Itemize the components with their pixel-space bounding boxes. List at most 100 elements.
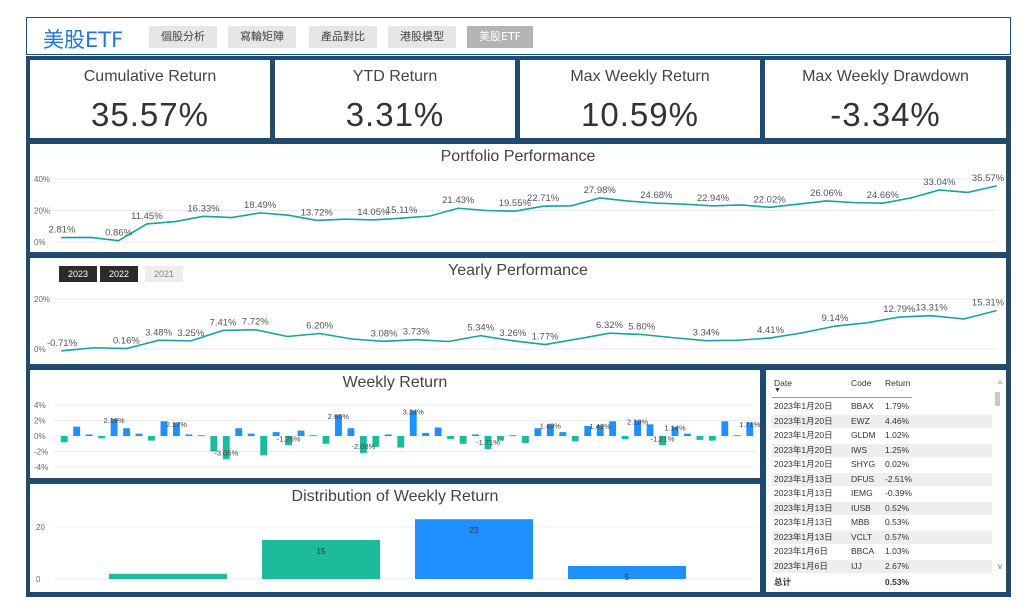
data-label: 3.25% bbox=[177, 328, 204, 339]
data-label: 5 bbox=[625, 573, 630, 582]
data-point bbox=[598, 197, 601, 199]
weekly-bar bbox=[397, 436, 405, 448]
date-cell: 2023年1月13日 bbox=[774, 517, 833, 527]
y-tick-label: 0% bbox=[34, 345, 46, 354]
data-label: 7.72% bbox=[242, 317, 269, 328]
table-row[interactable]: 2023年1月20日 EWZ 4.46% bbox=[772, 414, 992, 428]
sort-indicator-icon[interactable]: ▼ bbox=[774, 387, 781, 394]
tab-stock-analysis[interactable]: 個股分析 bbox=[149, 26, 217, 48]
weekly-bar bbox=[347, 428, 355, 436]
tab-us-etf[interactable]: 美股ETF bbox=[467, 26, 533, 48]
data-point bbox=[898, 316, 901, 318]
table-row[interactable]: 2023年1月13日 IUSB 0.52% bbox=[772, 501, 992, 515]
yearly-performance-chart: 20% 0%-0.71% 0.16% 3.48% 3.25% 7.41% 7.72% 6.20… bbox=[34, 295, 1005, 354]
date-cell: 2023年1月6日 bbox=[774, 560, 828, 571]
weekly-bar bbox=[721, 421, 729, 436]
data-label: 2.65% bbox=[328, 412, 350, 421]
data-label: 5.34% bbox=[467, 323, 494, 334]
data-label: 24.66% bbox=[867, 190, 900, 201]
data-label: 22.02% bbox=[753, 194, 786, 205]
data-label: -1.26% bbox=[277, 434, 301, 443]
data-point bbox=[372, 219, 375, 221]
data-point bbox=[146, 223, 148, 225]
data-point bbox=[125, 347, 128, 350]
code-cell: SHYG bbox=[851, 459, 876, 469]
kpi-max-weekly-return: Max Weekly Return 10.59% bbox=[520, 60, 760, 138]
weekly-bar bbox=[98, 436, 106, 439]
table-row[interactable]: 2023年1月13日 VCLT 0.57% bbox=[772, 530, 992, 544]
data-point bbox=[740, 204, 743, 206]
code-cell: VCLT bbox=[851, 531, 873, 542]
y-tick-label: 20% bbox=[34, 295, 50, 304]
return-table: Date Code Return ▼ 2023年1月20日 BBAX 1.79% 20… bbox=[766, 370, 1006, 592]
table-row[interactable]: 2023年1月13日 IEMG -0.39% bbox=[772, 487, 992, 500]
data-label: 11.45% bbox=[131, 211, 163, 222]
table-row[interactable]: 2023年1月20日 GLDM 1.02% bbox=[772, 429, 992, 442]
y-tick-label: 0% bbox=[34, 238, 46, 247]
scroll-up-icon[interactable]: ^ bbox=[998, 380, 1002, 389]
data-point bbox=[542, 205, 544, 208]
table-row[interactable]: 2023年1月6日 BBCA 1.03% bbox=[772, 545, 992, 558]
table-row[interactable]: 2023年1月13日 DFUS -2.51% bbox=[772, 472, 992, 486]
weekly-bar bbox=[247, 433, 255, 436]
tab-hk-model[interactable]: 港股模型 bbox=[388, 26, 456, 48]
y-tick-label: 4% bbox=[34, 401, 46, 410]
y-tick-label: 40% bbox=[34, 175, 50, 184]
weekly-return-chart: 4% 2% 0% -2% -4% 2.19% 2.17% -3.05% -1.26% 2.65% -… bbox=[34, 401, 760, 472]
column-header-date[interactable]: Date bbox=[774, 378, 792, 388]
data-label: 3.34% bbox=[693, 328, 720, 339]
weekly-bar bbox=[484, 436, 492, 450]
tab-product-compare[interactable]: 產品對比 bbox=[309, 26, 377, 48]
weekly-bar bbox=[696, 436, 704, 440]
table-row[interactable]: 2023年1月20日 IWS 1.25% bbox=[772, 443, 992, 457]
scrollbar-thumb[interactable] bbox=[995, 392, 1000, 406]
chart-title: Weekly Return bbox=[342, 374, 448, 391]
table-row[interactable]: 2023年1月20日 SHYG 0.02% bbox=[772, 458, 992, 471]
table-row[interactable]: 2023年1月13日 MBB 0.53% bbox=[772, 516, 992, 529]
data-label: 2.81% bbox=[49, 225, 76, 236]
data-label: 18.49% bbox=[244, 200, 277, 211]
date-cell: 2023年1月20日 bbox=[774, 415, 833, 426]
return-cell: 4.46% bbox=[885, 415, 910, 426]
data-point bbox=[683, 203, 686, 205]
data-label: 22.94% bbox=[697, 193, 730, 204]
weekly-bar bbox=[596, 425, 604, 436]
data-point bbox=[61, 349, 63, 352]
data-label: 4.41% bbox=[757, 325, 784, 336]
data-point bbox=[995, 309, 997, 312]
y-tick-label: -4% bbox=[34, 463, 48, 472]
data-point bbox=[881, 202, 884, 204]
data-label: 21.43% bbox=[442, 195, 475, 206]
column-header-code[interactable]: Code bbox=[851, 378, 872, 388]
weekly-bar bbox=[659, 436, 666, 446]
table-row[interactable]: 2023年1月6日 IJJ 2.67% bbox=[772, 559, 992, 573]
data-label: 16.33% bbox=[187, 203, 220, 214]
scroll-down-icon[interactable]: v bbox=[998, 562, 1002, 571]
weekly-bar bbox=[497, 436, 504, 441]
code-cell: DFUS bbox=[851, 473, 875, 484]
data-point bbox=[938, 189, 941, 191]
table-row[interactable]: 2023年1月20日 BBAX 1.79% bbox=[772, 400, 992, 413]
return-cell: 1.03% bbox=[885, 546, 910, 556]
series-line bbox=[61, 185, 997, 242]
y-tick-label: -2% bbox=[34, 448, 48, 457]
weekly-bar bbox=[85, 434, 93, 436]
data-point bbox=[485, 209, 488, 212]
year-button-2023[interactable]: 2023 bbox=[59, 266, 97, 282]
year-button-2021[interactable]: 2021 bbox=[145, 266, 183, 282]
date-cell: 2023年1月13日 bbox=[774, 502, 833, 513]
data-point bbox=[768, 206, 771, 209]
tab-matrix[interactable]: 寫輪矩陣 bbox=[228, 26, 296, 48]
kpi-value: 3.31% bbox=[345, 96, 445, 133]
data-point bbox=[61, 236, 63, 239]
return-cell: 1.25% bbox=[885, 444, 910, 455]
distribution-chart: 20 0 15 23 5 bbox=[36, 519, 756, 584]
code-cell: GLDM bbox=[851, 430, 876, 440]
weekly-bar bbox=[372, 436, 380, 447]
data-point bbox=[344, 218, 346, 220]
data-label: 1.14% bbox=[664, 424, 686, 433]
year-button-2022[interactable]: 2022 bbox=[100, 266, 138, 282]
weekly-bar bbox=[160, 421, 168, 436]
column-header-return[interactable]: Return bbox=[885, 378, 911, 388]
